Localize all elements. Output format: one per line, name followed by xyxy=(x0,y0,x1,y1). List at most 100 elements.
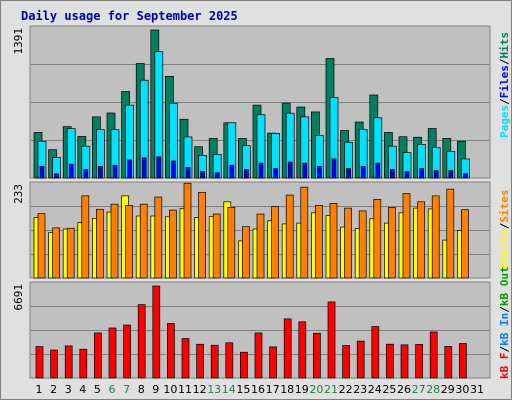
bar-kbf-day-23 xyxy=(356,340,365,379)
bar-kbf-day-16 xyxy=(254,332,263,379)
bar-sites-day-5 xyxy=(96,208,104,279)
legend-kb-part-0: kB F xyxy=(498,353,511,380)
bar-sites-day-28 xyxy=(431,195,440,279)
bar-sites-day-3 xyxy=(66,227,75,279)
bar-files-day-17 xyxy=(273,168,278,179)
bar-sites-day-30 xyxy=(461,209,469,279)
day-label-31: 31 xyxy=(470,383,484,396)
bar-kbf-day-11 xyxy=(181,338,190,379)
bar-kbf-day-1 xyxy=(35,346,44,379)
bar-files-day-21 xyxy=(331,158,337,179)
day-label-10: 10 xyxy=(163,383,177,396)
bar-files-day-12 xyxy=(200,171,205,179)
bar-kbf-day-3 xyxy=(64,345,73,379)
bar-files-day-11 xyxy=(185,167,191,179)
bar-sites-day-11 xyxy=(183,182,192,279)
day-label-12: 12 xyxy=(193,383,207,396)
day-label-22: 22 xyxy=(339,383,353,396)
legend-pages-files-hits-part-0: Pages xyxy=(498,105,511,138)
day-label-28: 28 xyxy=(426,383,440,396)
day-label-9: 9 xyxy=(152,383,159,396)
day-label-1: 1 xyxy=(36,383,43,396)
bar-sites-day-19 xyxy=(300,186,309,279)
bar-sites-day-6 xyxy=(110,203,119,279)
legend-pages-files-hits-part-3: / xyxy=(498,58,511,65)
bar-files-day-29 xyxy=(448,170,454,179)
graph-title: Daily usage for September 2025 xyxy=(21,9,238,23)
legend-kb-part-3: / xyxy=(498,306,511,313)
bar-kbf-day-21 xyxy=(327,301,336,379)
bar-files-day-9 xyxy=(156,156,162,179)
bar-kbf-day-28 xyxy=(429,331,438,379)
legend-visits-sites-part-0: Visits xyxy=(498,229,511,269)
bar-sites-day-26 xyxy=(402,193,411,279)
day-label-14: 14 xyxy=(222,383,236,396)
bar-kbf-day-20 xyxy=(313,332,321,379)
legend-pages-files-hits-part-4: Hits xyxy=(498,32,511,59)
bar-files-day-28 xyxy=(433,170,439,179)
legend-visits-sites-part-1: / xyxy=(498,222,511,229)
legend-pages-files-hits-part-2: Files xyxy=(498,65,511,98)
bar-kbf-day-18 xyxy=(283,318,292,379)
bar-kbf-day-9 xyxy=(152,285,161,379)
day-label-21: 21 xyxy=(324,383,338,396)
bar-files-day-16 xyxy=(258,162,264,179)
day-label-27: 27 xyxy=(412,383,426,396)
legend-kb-part-1: / xyxy=(498,346,511,353)
bar-kbf-day-4 xyxy=(79,348,88,379)
day-label-8: 8 xyxy=(138,383,145,396)
bar-files-day-6 xyxy=(112,164,118,179)
bar-kbf-day-30 xyxy=(459,343,467,379)
day-label-7: 7 xyxy=(123,383,130,396)
day-label-15: 15 xyxy=(236,383,250,396)
bar-sites-day-4 xyxy=(81,195,90,279)
bar-files-day-4 xyxy=(83,169,89,179)
bar-sites-day-27 xyxy=(417,201,425,279)
bar-sites-day-23 xyxy=(358,210,367,279)
bar-sites-day-21 xyxy=(329,203,338,279)
bar-files-day-20 xyxy=(317,165,322,179)
bar-files-day-30 xyxy=(463,173,468,179)
bar-kbf-day-22 xyxy=(342,345,350,379)
ymax-label-hits-files-pages: 1391 xyxy=(12,28,25,55)
bar-kbf-day-2 xyxy=(50,349,58,379)
bar-sites-day-29 xyxy=(446,188,455,279)
day-label-13: 13 xyxy=(207,383,221,396)
bar-sites-day-17 xyxy=(271,206,279,279)
bar-kbf-day-8 xyxy=(137,304,146,379)
bar-sites-day-9 xyxy=(154,196,163,279)
bar-kbf-day-24 xyxy=(371,326,380,379)
bar-files-day-8 xyxy=(141,157,147,179)
day-label-5: 5 xyxy=(94,383,101,396)
bar-kbf-day-17 xyxy=(269,346,277,379)
bar-kbf-day-13 xyxy=(210,344,219,379)
legend-pages-files-hits: Pages/Files/Hits xyxy=(498,32,511,138)
bar-sites-day-10 xyxy=(169,209,177,279)
bar-sites-day-25 xyxy=(388,206,396,279)
bar-files-day-24 xyxy=(375,162,381,179)
legend-pages-files-hits-part-1: / xyxy=(498,98,511,105)
bar-files-day-22 xyxy=(346,168,351,179)
bar-sites-day-13 xyxy=(212,213,221,279)
ymax-label-sites-visits: 233 xyxy=(12,184,25,204)
day-label-30: 30 xyxy=(455,383,469,396)
bar-sites-day-12 xyxy=(198,191,206,279)
bar-sites-day-24 xyxy=(373,199,382,279)
bar-kbf-day-6 xyxy=(108,327,117,379)
bar-files-day-26 xyxy=(404,171,410,179)
day-label-24: 24 xyxy=(368,383,382,396)
bar-kbf-day-12 xyxy=(196,343,204,379)
legend-kb: kB F/kB In/kB Out xyxy=(498,266,511,379)
bar-files-day-15 xyxy=(244,169,249,179)
legend-visits-sites: Visits/Sites xyxy=(498,190,511,270)
bar-sites-day-1 xyxy=(37,213,46,279)
bar-sites-day-16 xyxy=(256,213,265,279)
bar-files-day-3 xyxy=(68,163,74,179)
day-label-29: 29 xyxy=(441,383,455,396)
ymax-label-kb-f: 6691 xyxy=(12,284,25,311)
bar-sites-day-2 xyxy=(52,227,60,279)
day-label-20: 20 xyxy=(309,383,323,396)
bar-kbf-day-25 xyxy=(386,343,394,379)
